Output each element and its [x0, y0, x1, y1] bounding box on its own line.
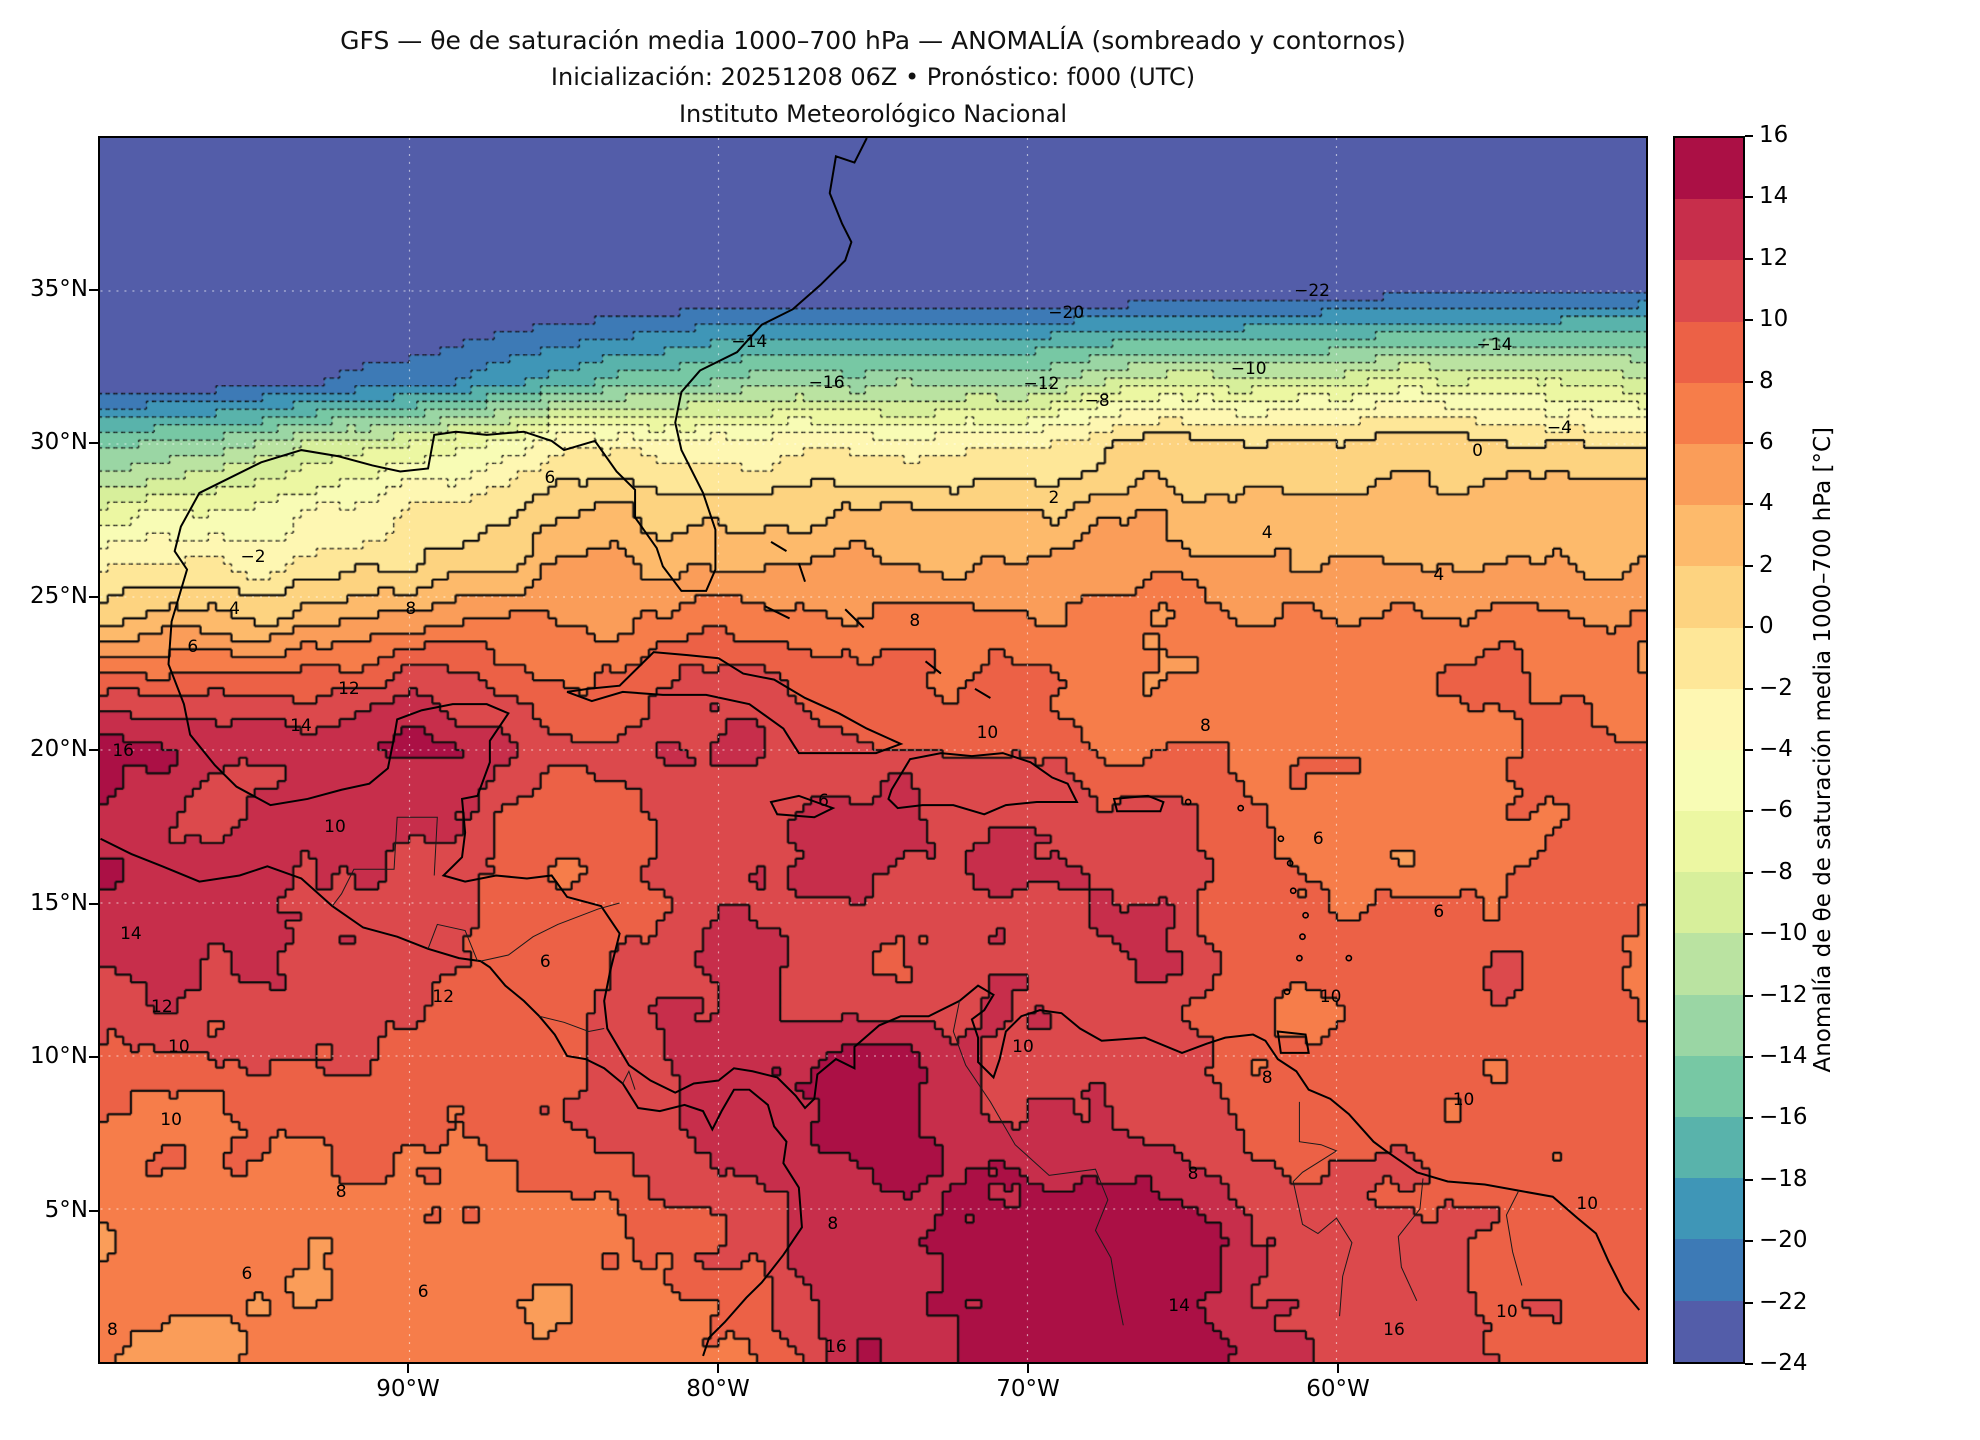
lon-tick-label: 60°W: [1306, 1376, 1370, 1402]
colorbar-tick-label: 4: [1759, 490, 1774, 517]
colorbar-cell: [1675, 505, 1743, 567]
chart-institution: Instituto Meteorológico Nacional: [678, 100, 1068, 128]
colorbar-cell: [1675, 382, 1743, 444]
colorbar-cell: [1675, 994, 1743, 1056]
lat-tick-mark: [89, 902, 98, 905]
colorbar-tick-mark: [1745, 319, 1753, 322]
lat-tick-mark: [89, 288, 98, 291]
colorbar-cell: [1675, 1055, 1743, 1117]
colorbar-cell: [1675, 749, 1743, 812]
chart-subtitle: Inicialización: 20251208 06Z • Pronóstic…: [550, 63, 1196, 91]
colorbar-cell: [1675, 1239, 1743, 1301]
colorbar-tick-mark: [1745, 1178, 1753, 1181]
colorbar-cell: [1675, 260, 1743, 322]
colorbar-tick-label: 16: [1759, 122, 1789, 148]
colorbar-cells: [1675, 138, 1743, 1362]
colorbar-tick-mark: [1745, 1117, 1753, 1120]
lon-tick-mark: [717, 1364, 719, 1373]
colorbar-tick-label: −2: [1759, 674, 1793, 701]
colorbar-tick-mark: [1745, 626, 1753, 629]
colorbar-tick-mark: [1745, 994, 1753, 997]
colorbar: [1673, 136, 1745, 1364]
colorbar-tick-label: 12: [1759, 244, 1789, 271]
colorbar-tick-mark: [1745, 871, 1753, 874]
colorbar-tick-label: 2: [1759, 551, 1774, 578]
colorbar-cell: [1675, 566, 1743, 628]
lon-tick-label: 70°W: [996, 1376, 1060, 1402]
colorbar-tick-label: −16: [1759, 1104, 1808, 1131]
colorbar-tick-label: 10: [1759, 306, 1789, 333]
colorbar-tick-mark: [1745, 749, 1753, 751]
lat-tick-label: 15°N: [30, 889, 88, 916]
colorbar-cell: [1675, 688, 1743, 750]
colorbar-tick-label: −6: [1759, 797, 1793, 824]
lon-tick-mark: [1337, 1364, 1339, 1373]
colorbar-tick-label: 6: [1759, 429, 1774, 455]
lon-tick-mark: [1027, 1364, 1029, 1373]
colorbar-tick-label: −8: [1759, 858, 1793, 885]
lat-tick-label: 30°N: [30, 429, 88, 455]
lon-tick-label: 80°W: [686, 1376, 750, 1402]
lat-tick-label: 35°N: [30, 275, 88, 302]
colorbar-tick-label: −18: [1759, 1165, 1808, 1192]
colorbar-cell: [1675, 933, 1743, 995]
lon-tick-label: 90°W: [376, 1376, 440, 1402]
colorbar-tick-label: −14: [1759, 1043, 1808, 1069]
colorbar-tick-label: −24: [1759, 1350, 1808, 1376]
colorbar-tick-label: −20: [1759, 1227, 1808, 1254]
colorbar-tick-label: −22: [1759, 1288, 1808, 1315]
colorbar-tick-mark: [1745, 196, 1753, 199]
colorbar-cell: [1675, 443, 1743, 506]
colorbar-tick-label: −10: [1759, 920, 1808, 947]
colorbar-cell: [1675, 199, 1743, 261]
colorbar-tick-label: 8: [1759, 367, 1774, 394]
lat-tick-label: 5°N: [44, 1196, 88, 1223]
colorbar-tick-mark: [1745, 687, 1753, 690]
colorbar-tick-label: −4: [1759, 736, 1793, 762]
lat-tick-label: 20°N: [30, 736, 88, 762]
figure-titles: GFS — θe de saturación media 1000–700 hP…: [98, 22, 1648, 133]
colorbar-cell: [1675, 627, 1743, 689]
lon-tick-mark: [407, 1364, 409, 1373]
colorbar-tick-mark: [1745, 442, 1753, 444]
chart-title: GFS — θe de saturación media 1000–700 hP…: [340, 26, 1406, 55]
colorbar-cell: [1675, 321, 1743, 383]
colorbar-tick-mark: [1745, 1056, 1753, 1058]
anomaly-field-canvas: [100, 138, 1646, 1362]
map-plot-area: −22 −20 −14 −16 −14 −12 −10 −8 −4 0 6 −2 2 4 4 4 6 8 8 12 14…: [98, 136, 1648, 1364]
colorbar-cell: [1675, 1300, 1743, 1362]
lat-tick-label: 25°N: [30, 582, 88, 609]
colorbar-tick-mark: [1745, 1363, 1753, 1365]
lat-tick-mark: [89, 1056, 98, 1058]
lat-tick-mark: [89, 749, 98, 751]
lat-tick-label: 10°N: [30, 1043, 88, 1069]
colorbar-tick-mark: [1745, 933, 1753, 936]
colorbar-axis-label: Anomalía de θe de saturación media 1000–…: [1810, 427, 1836, 1073]
colorbar-tick-label: −12: [1759, 981, 1808, 1008]
colorbar-tick-mark: [1745, 1240, 1753, 1243]
colorbar-cell: [1675, 811, 1743, 873]
colorbar-tick-mark: [1745, 135, 1753, 137]
colorbar-tick-mark: [1745, 257, 1753, 260]
colorbar-tick-mark: [1745, 380, 1753, 383]
lat-tick-mark: [89, 442, 98, 444]
colorbar-tick-mark: [1745, 564, 1753, 567]
colorbar-tick-mark: [1745, 810, 1753, 813]
colorbar-tick-mark: [1745, 503, 1753, 506]
lat-tick-mark: [89, 595, 98, 598]
colorbar-tick-label: 14: [1759, 183, 1789, 210]
colorbar-cell: [1675, 1178, 1743, 1240]
colorbar-cell: [1675, 872, 1743, 934]
colorbar-tick-mark: [1745, 1301, 1753, 1304]
colorbar-cell: [1675, 138, 1743, 200]
colorbar-tick-label: 0: [1759, 613, 1774, 640]
colorbar-cell: [1675, 1117, 1743, 1179]
lat-tick-mark: [89, 1209, 98, 1212]
